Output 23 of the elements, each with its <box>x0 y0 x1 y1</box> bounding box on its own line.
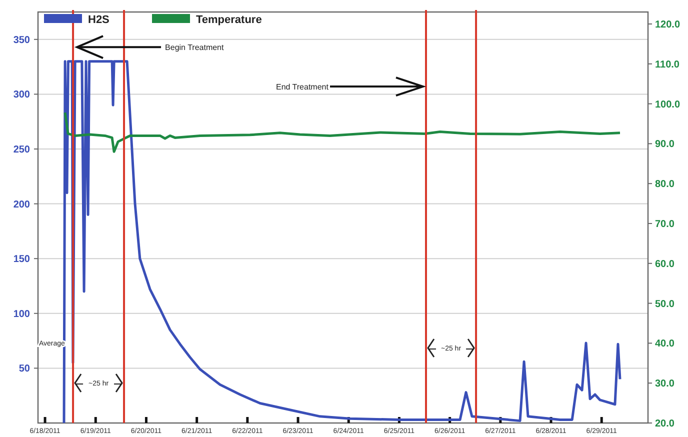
y2-tick-label: 120.0 <box>655 19 680 30</box>
y2-tick-label: 110.0 <box>655 59 680 70</box>
y-tick-label: 150 <box>13 254 30 266</box>
legend-label: H2S <box>88 14 110 26</box>
y-tick-label: 100 <box>13 308 30 320</box>
legend-label: Temperature <box>196 14 262 26</box>
y-tick-label: 250 <box>13 144 30 156</box>
annotation: End Treatment <box>276 82 330 92</box>
line-series <box>64 111 622 153</box>
y2-tick-label: 50.0 <box>655 298 675 310</box>
y2-tick-label: 80.0 <box>655 179 675 190</box>
y-tick-label: 50 <box>18 364 30 375</box>
y2-tick-label: 40.0 <box>655 338 675 350</box>
y2-tick-label: 30.0 <box>655 378 675 390</box>
y-tick-label: 300 <box>13 90 30 101</box>
y2-tick-label: 20.0 <box>655 418 675 430</box>
y-tick-label: 350 <box>13 34 30 46</box>
y2-tick-label: 90.0 <box>655 139 675 150</box>
y2-tick-label: 70.0 <box>655 218 675 230</box>
y2-tick-label: 100.0 <box>655 99 680 110</box>
annotation: Begin Treatment <box>165 42 225 52</box>
y2-tick-label: 60.0 <box>655 258 675 270</box>
y-tick-label: 200 <box>13 199 30 210</box>
